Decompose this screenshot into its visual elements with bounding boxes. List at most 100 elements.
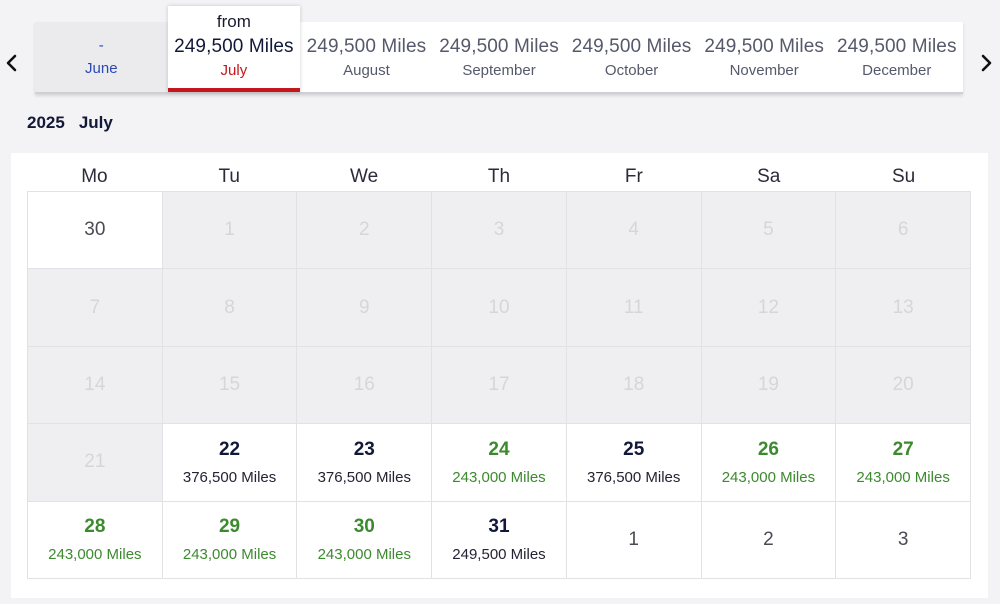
day-number: 30 [353, 516, 375, 538]
calendar-day-cell: 5 [701, 192, 837, 270]
month-price: - [98, 37, 104, 54]
day-miles-price: 376,500 Miles [317, 468, 411, 486]
calendar-day-cell: 1 [566, 501, 702, 579]
weekday-su: Su [891, 166, 916, 187]
month-tab-july[interactable]: from 249,500 Miles July [167, 6, 301, 92]
day-miles-price: 243,000 Miles [856, 468, 950, 486]
day-number: 5 [763, 219, 774, 241]
day-number: 1 [628, 528, 639, 550]
month-label: December [862, 61, 932, 79]
calendar-day-cell: 3 [836, 501, 971, 579]
calendar-day-cell: 2 [701, 501, 837, 579]
calendar-heading: 2025 July [27, 113, 113, 133]
day-number: 6 [897, 219, 909, 241]
day-number: 18 [623, 373, 645, 395]
calendar-day-cell: 8 [162, 269, 298, 347]
month-label: September [462, 61, 536, 79]
calendar-day-cell: 14 [28, 346, 163, 425]
day-number: 9 [358, 296, 370, 318]
day-number: 13 [892, 296, 914, 318]
calendar-month: July [78, 113, 113, 132]
calendar-day-cell: 17 [432, 346, 567, 425]
month-tab-august[interactable]: 249,500 Miles August [300, 22, 433, 92]
calendar-day-cell[interactable]: 24 243,000 Miles [432, 424, 567, 502]
calendar-day-cell: 30 [28, 192, 163, 270]
day-number: 29 [218, 516, 241, 538]
weekday-sa: Sa [757, 166, 781, 187]
weekday-header: Mo Tu We Th Fr Sa Su [27, 163, 971, 191]
day-number: 10 [488, 296, 510, 318]
calendar-day-cell: 11 [566, 269, 702, 347]
month-label: October [604, 61, 659, 79]
calendar-day-cell: 3 [432, 192, 567, 270]
calendar-day-cell[interactable]: 31 249,500 Miles [432, 501, 567, 579]
day-number: 23 [353, 438, 375, 460]
day-number: 8 [224, 296, 235, 318]
day-number: 28 [84, 516, 106, 538]
day-number: 20 [892, 373, 914, 395]
next-month-button[interactable] [976, 50, 998, 76]
calendar-day-cell: 4 [566, 192, 702, 270]
calendar-day-cell[interactable]: 25 376,500 Miles [566, 424, 702, 502]
calendar-day-cell[interactable]: 26 243,000 Miles [701, 424, 837, 502]
day-number: 15 [218, 373, 241, 395]
day-miles-price: 243,000 Miles [48, 546, 142, 564]
day-number: 3 [493, 219, 505, 241]
month-price: 249,500 Miles [174, 36, 294, 57]
day-miles-price: 243,000 Miles [452, 468, 546, 486]
calendar-day-cell: 6 [836, 192, 971, 270]
calendar-day-cell: 12 [701, 269, 837, 347]
previous-month-button[interactable] [0, 50, 22, 76]
day-number: 24 [488, 438, 510, 460]
day-miles-price: 249,500 Miles [452, 546, 546, 564]
calendar-day-cell: 21 [28, 424, 163, 502]
day-number: 2 [763, 528, 774, 550]
calendar-day-cell[interactable]: 23 376,500 Miles [297, 424, 433, 502]
day-number: 30 [84, 219, 106, 241]
day-number: 12 [757, 296, 779, 318]
day-number: 22 [218, 438, 241, 460]
month-price: 249,500 Miles [439, 35, 559, 57]
calendar-day-cell[interactable]: 22 376,500 Miles [162, 424, 298, 502]
month-tab-december[interactable]: 249,500 Miles December [830, 22, 963, 92]
weekday-mo: Mo [81, 166, 108, 187]
calendar-day-cell[interactable]: 28 243,000 Miles [28, 501, 163, 579]
chevron-left-icon [6, 54, 17, 72]
day-number: 25 [623, 438, 645, 460]
calendar-day-cell: 19 [701, 346, 837, 425]
month-price: 249,500 Miles [704, 35, 824, 57]
month-tab-november[interactable]: 249,500 Miles November [698, 22, 831, 92]
weekday-th: Th [487, 166, 511, 187]
month-label: July [220, 62, 248, 79]
calendar-day-cell[interactable]: 29 243,000 Miles [162, 501, 298, 579]
calendar-day-cell: 15 [162, 346, 298, 425]
month-tab-june[interactable]: - June [35, 22, 168, 92]
calendar-day-cell[interactable]: 30 243,000 Miles [297, 501, 433, 579]
month-price: 249,500 Miles [836, 35, 957, 57]
day-number: 14 [84, 373, 106, 395]
calendar: Mo Tu We Th Fr Sa Su 30 1 2 3 4 5 6 7 8 9 10 11 12 13… [11, 153, 988, 598]
day-miles-price: 243,000 Miles [182, 546, 277, 564]
calendar-day-cell: 20 [836, 346, 971, 425]
day-number: 3 [897, 528, 909, 550]
calendar-day-cell: 2 [297, 192, 433, 270]
month-selector: - June from 249,500 Miles July 249,500 M… [35, 6, 963, 94]
calendar-grid: 30 1 2 3 4 5 6 7 8 9 10 11 12 13 14 15 16 17 18 19 20 21 22 376… [27, 191, 971, 579]
day-miles-price: 243,000 Miles [721, 468, 816, 486]
calendar-day-cell[interactable]: 27 243,000 Miles [836, 424, 971, 502]
month-tab-september[interactable]: 249,500 Miles September [433, 22, 566, 92]
month-price: 249,500 Miles [306, 35, 427, 57]
day-number: 21 [84, 451, 106, 473]
calendar-year: 2025 [27, 113, 65, 132]
calendar-day-cell: 7 [28, 269, 163, 347]
calendar-day-cell: 18 [566, 346, 702, 425]
month-label: August [343, 61, 390, 79]
month-label: November [729, 61, 799, 79]
weekday-fr: Fr [624, 166, 643, 187]
from-label: from [216, 12, 251, 31]
month-tab-october[interactable]: 249,500 Miles October [565, 22, 698, 92]
day-number: 27 [892, 438, 914, 460]
day-miles-price: 376,500 Miles [587, 468, 681, 486]
day-number: 4 [628, 219, 639, 241]
day-miles-price: 376,500 Miles [182, 468, 277, 486]
